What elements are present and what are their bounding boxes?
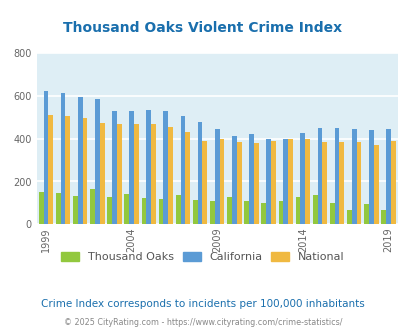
Bar bbox=[117, 124, 121, 224]
Bar bbox=[329, 203, 334, 224]
Bar bbox=[261, 203, 266, 224]
Bar bbox=[65, 116, 70, 224]
Bar bbox=[236, 142, 241, 224]
Bar bbox=[214, 128, 219, 224]
Bar bbox=[373, 145, 377, 224]
Bar bbox=[278, 201, 283, 224]
Bar bbox=[317, 128, 322, 224]
Bar bbox=[90, 189, 95, 224]
Bar bbox=[73, 196, 78, 224]
Text: Thousand Oaks Violent Crime Index: Thousand Oaks Violent Crime Index bbox=[63, 21, 342, 35]
Bar bbox=[192, 200, 197, 224]
Bar bbox=[226, 197, 231, 224]
Bar bbox=[168, 127, 173, 224]
Bar bbox=[175, 195, 180, 224]
Bar bbox=[334, 128, 339, 224]
Bar bbox=[134, 124, 139, 224]
Bar bbox=[253, 143, 258, 224]
Bar bbox=[288, 139, 292, 224]
Text: © 2025 CityRating.com - https://www.cityrating.com/crime-statistics/: © 2025 CityRating.com - https://www.city… bbox=[64, 318, 341, 327]
Bar bbox=[368, 130, 373, 224]
Bar bbox=[312, 195, 317, 224]
Bar bbox=[380, 211, 385, 224]
Bar bbox=[244, 201, 248, 224]
Bar bbox=[146, 110, 151, 224]
Bar bbox=[158, 199, 163, 224]
Bar bbox=[305, 139, 309, 224]
Bar bbox=[124, 194, 129, 224]
Bar bbox=[351, 128, 356, 224]
Bar bbox=[202, 141, 207, 224]
Bar bbox=[107, 196, 112, 224]
Bar bbox=[43, 91, 48, 224]
Bar bbox=[283, 139, 288, 224]
Bar bbox=[78, 97, 82, 224]
Bar bbox=[219, 139, 224, 224]
Bar bbox=[270, 141, 275, 224]
Bar bbox=[356, 143, 360, 224]
Bar bbox=[60, 93, 65, 224]
Bar bbox=[48, 115, 53, 224]
Bar bbox=[322, 142, 326, 224]
Bar bbox=[82, 117, 87, 224]
Bar bbox=[197, 122, 202, 224]
Bar bbox=[339, 142, 343, 224]
Bar bbox=[112, 111, 117, 224]
Bar bbox=[141, 198, 146, 224]
Bar bbox=[209, 201, 214, 224]
Bar bbox=[185, 132, 190, 224]
Bar bbox=[248, 134, 253, 224]
Bar bbox=[56, 193, 60, 224]
Bar bbox=[231, 136, 236, 224]
Legend: Thousand Oaks, California, National: Thousand Oaks, California, National bbox=[57, 248, 348, 267]
Bar bbox=[38, 192, 43, 224]
Bar bbox=[151, 123, 156, 224]
Bar bbox=[295, 197, 300, 224]
Bar bbox=[346, 211, 351, 224]
Bar bbox=[100, 123, 104, 224]
Bar bbox=[129, 111, 134, 224]
Bar bbox=[266, 139, 270, 224]
Bar bbox=[390, 141, 395, 224]
Bar bbox=[163, 111, 168, 224]
Text: Crime Index corresponds to incidents per 100,000 inhabitants: Crime Index corresponds to incidents per… bbox=[41, 299, 364, 309]
Bar bbox=[385, 129, 390, 224]
Bar bbox=[180, 116, 185, 224]
Bar bbox=[95, 99, 100, 224]
Bar bbox=[363, 204, 368, 224]
Bar bbox=[300, 133, 305, 224]
